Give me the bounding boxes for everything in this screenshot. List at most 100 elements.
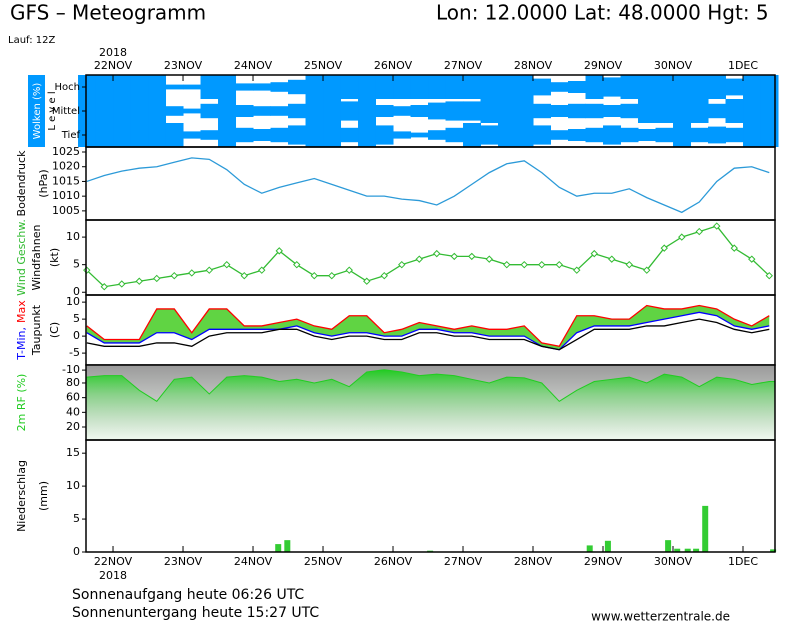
cloud-cell (253, 106, 272, 116)
series-marker (153, 274, 161, 283)
y-tick-label: 60 (66, 391, 80, 404)
cloud-cell (235, 105, 254, 117)
y-tick-label: 0 (73, 545, 80, 558)
x-tick-label: 24NOV (234, 555, 273, 568)
cloud-cell (148, 75, 167, 99)
sunset: Sonnenuntergang heute 15:27 UTC (72, 605, 319, 621)
panel-frame (85, 219, 776, 296)
bar (674, 548, 681, 552)
y-tick-label: 80 (66, 376, 80, 389)
cloud-cell (288, 125, 307, 145)
y-axis-label: Niederschlag (15, 460, 28, 532)
cloud-cell (445, 101, 464, 121)
x-tick-label: 23NOV (164, 555, 203, 568)
cloud-cell (410, 75, 429, 99)
level-label: Hoch (55, 82, 80, 93)
series-marker (363, 277, 371, 285)
y-tick-label: 10 (66, 295, 80, 308)
y-tick-label: 1020 (52, 160, 80, 173)
x-tick-label: 28NOV (514, 59, 553, 72)
cloud-cell (655, 127, 674, 143)
year-label: 2018 (99, 46, 127, 59)
series-area (85, 369, 776, 441)
y-tick-label: 1010 (52, 189, 80, 202)
bar (693, 548, 700, 552)
cloud-cell (305, 99, 324, 123)
y-axis-label: 2m RF (%) (15, 374, 28, 432)
cloud-cell (410, 132, 429, 138)
cloud-cell (498, 99, 517, 123)
cloud-cell (708, 126, 727, 144)
cloud-cell (95, 75, 114, 99)
series-marker (433, 249, 441, 258)
series-marker (415, 255, 423, 263)
cloud-cell (253, 129, 272, 141)
x-tick-label: 23NOV (164, 59, 203, 72)
series-marker (713, 222, 721, 230)
series-marker (118, 280, 126, 288)
cloud-cell (743, 123, 762, 147)
cloud-cell (673, 123, 692, 147)
series-marker (695, 227, 703, 236)
cloud-cell (358, 99, 377, 123)
bar (275, 544, 282, 552)
cloud-cell (253, 83, 272, 91)
cloud-cell (620, 127, 639, 143)
series-marker (328, 271, 336, 280)
cloud-cell (218, 75, 237, 99)
cloud-cell (725, 127, 744, 143)
y-axis-unit: (C) (48, 322, 61, 338)
y-axis-unit: (kt) (48, 248, 61, 267)
bar (604, 540, 611, 552)
series-marker (643, 266, 651, 274)
bar (684, 548, 691, 552)
cloud-cell (113, 123, 132, 147)
cloud-cell (533, 125, 552, 145)
x-tick-label: 1DEC (728, 555, 758, 568)
y-tick-label: 0 (73, 329, 80, 342)
cloud-cell (270, 82, 289, 92)
series-marker (730, 244, 738, 252)
y-axis-label: Wolken (%) (32, 83, 43, 140)
cloud-cell (515, 123, 534, 147)
cloud-cell (603, 125, 622, 145)
y-tick-label: 1015 (52, 174, 80, 187)
cloud-cell (323, 123, 342, 147)
cloud-cell (428, 102, 447, 120)
series-line (86, 304, 770, 348)
series-marker (678, 233, 686, 241)
cloud-cell (708, 75, 727, 99)
cloud-cell (148, 99, 167, 123)
cloud-cell (673, 75, 692, 99)
cloud-cell (323, 99, 342, 123)
cloud-cell (393, 75, 412, 99)
run: Lauf: 12Z (8, 35, 55, 46)
cloud-cell (218, 99, 237, 123)
cloud-cell (603, 105, 622, 117)
y-tick-label: 10 (66, 479, 80, 492)
bar (665, 540, 672, 552)
cloud-cell (498, 75, 517, 99)
cloud-cell (288, 79, 307, 95)
location: Lon: 12.0000 Lat: 48.0000 Hgt: 5 (436, 1, 769, 25)
x-tick-label: 1DEC (728, 59, 758, 72)
cloud-cell (515, 75, 534, 99)
cloud-cell (235, 83, 254, 91)
cloud-cell (690, 127, 709, 143)
cloud-cell (165, 84, 184, 90)
cloud-cell (358, 123, 377, 147)
series-marker (205, 266, 213, 274)
x-tick-label: 28NOV (514, 555, 553, 568)
series-marker (170, 271, 178, 280)
cloud-cell (375, 105, 394, 117)
x-tick-label: 29NOV (584, 555, 623, 568)
cloud-cell (480, 125, 499, 145)
x-tick-label: 24NOV (234, 59, 273, 72)
x-tick-label: 25NOV (304, 555, 343, 568)
series-marker (555, 260, 563, 269)
cloud-cell (183, 131, 202, 139)
series-marker (310, 271, 318, 280)
cloud-cell (200, 75, 219, 99)
bar (284, 540, 291, 552)
site: www.wetterzentrale.de (591, 610, 730, 624)
